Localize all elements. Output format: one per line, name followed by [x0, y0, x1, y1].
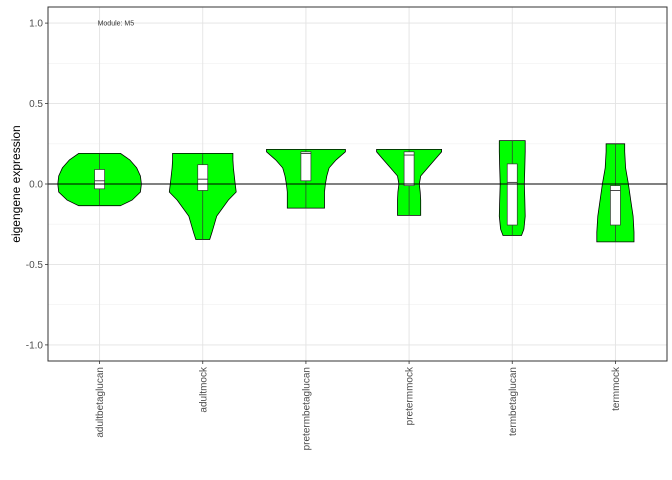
x-tick-label-pretermmock: pretermmock: [405, 366, 416, 425]
x-axis-ticks: adultbetaglucan adultmock pretermbetagluca…: [95, 361, 622, 450]
y-axis-title: eigengene expression: [9, 125, 23, 242]
y-tick-label: 1.0: [29, 19, 43, 30]
box-adultmock: [197, 164, 209, 191]
y-axis-ticks: -1.0 -0.5 0.0 0.5 1.0: [26, 19, 48, 351]
y-tick-label: -0.5: [26, 260, 44, 271]
x-tick-label-adultbetaglucan: adultbetaglucan: [95, 367, 106, 438]
y-tick-label: -1.0: [26, 340, 44, 351]
x-tick-label-termmock: termmock: [611, 366, 622, 411]
box-pretermbetaglucan: [300, 151, 312, 182]
module-annotation: Module: M5: [98, 21, 135, 28]
box-adultbetaglucan: [94, 169, 105, 190]
x-tick-label-adultmock: adultmock: [198, 366, 209, 413]
x-tick-label-pretermbetaglucan: pretermbetaglucan: [301, 367, 312, 450]
box-termbetaglucan: [506, 163, 518, 226]
box-pretermmock: [403, 151, 415, 186]
y-tick-label: 0.5: [29, 99, 43, 110]
y-tick-label: 0.0: [29, 180, 43, 191]
boxplots: [94, 140, 621, 242]
box-termmock: [610, 185, 621, 226]
x-tick-label-termbetaglucan: termbetaglucan: [508, 367, 519, 436]
